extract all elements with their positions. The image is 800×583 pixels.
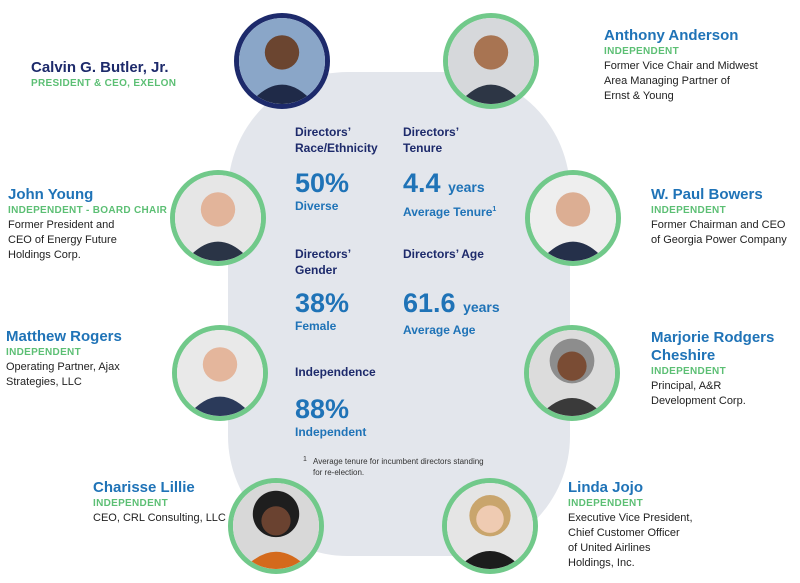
stat-value: 38% <box>295 288 350 318</box>
stat-race-ethnicity: Directors’ Race/Ethnicity 50% Diverse <box>295 124 378 214</box>
stats-panel <box>228 72 570 556</box>
director-matthew-rogers: Matthew Rogers INDEPENDENT Operating Par… <box>6 328 122 390</box>
director-name: Marjorie Rodgers Cheshire <box>651 329 775 364</box>
stat-unit: years <box>448 179 485 195</box>
director-description: Executive Vice President, Chief Customer… <box>568 512 693 569</box>
person-silhouette-icon <box>239 18 325 104</box>
director-role: INDEPENDENT <box>604 46 679 57</box>
person-silhouette-icon <box>529 330 615 416</box>
stat-label: Average Age <box>403 323 476 337</box>
stat-age: Directors’ Age 61.6 years Average Age <box>403 246 500 338</box>
stat-unit: years <box>463 299 500 315</box>
stat-gender: Directors’ Gender 38% Female <box>295 246 351 334</box>
avatar-anthony-anderson <box>443 13 539 109</box>
stat-value: 50% <box>295 168 350 198</box>
director-description: Operating Partner, Ajax Strategies, LLC <box>6 361 120 388</box>
stat-value: 61.6 <box>403 288 456 318</box>
avatar-calvin-butler <box>234 13 330 109</box>
footnote: 1 Average tenure for incumbent directors… <box>303 456 488 478</box>
director-description: Principal, A&R Development Corp. <box>651 380 746 407</box>
director-role: INDEPENDENT <box>568 498 643 509</box>
stat-tenure: Directors’ Tenure 4.4 years Average Tenu… <box>403 124 496 220</box>
director-role: INDEPENDENT <box>651 205 726 216</box>
avatar-john-young <box>170 170 266 266</box>
director-name: Anthony Anderson <box>604 27 739 44</box>
director-charisse-lillie: Charisse Lillie INDEPENDENT CEO, CRL Con… <box>93 479 226 526</box>
avatar-linda-jojo <box>442 478 538 574</box>
avatar-matthew-rogers <box>172 325 268 421</box>
director-name: Linda Jojo <box>568 479 643 496</box>
director-description: Former Chairman and CEO of Georgia Power… <box>651 219 787 246</box>
stat-value: 88% <box>295 394 350 424</box>
director-john-young: John Young INDEPENDENT - BOARD CHAIR For… <box>8 186 167 263</box>
stat-heading: Directors’ Gender <box>295 247 352 277</box>
director-role: INDEPENDENT <box>651 366 726 377</box>
director-name: Charisse Lillie <box>93 479 195 496</box>
stat-value: 4.4 <box>403 168 441 198</box>
director-role: INDEPENDENT <box>6 347 81 358</box>
stat-label: Diverse <box>295 199 339 213</box>
avatar-paul-bowers <box>525 170 621 266</box>
avatar-marjorie-cheshire <box>524 325 620 421</box>
avatar-charisse-lillie <box>228 478 324 574</box>
person-silhouette-icon <box>530 175 616 261</box>
director-calvin-butler: Calvin G. Butler, Jr. PRESIDENT & CEO, E… <box>31 59 176 91</box>
director-name: W. Paul Bowers <box>651 186 763 203</box>
director-role: PRESIDENT & CEO, EXELON <box>31 78 177 89</box>
director-paul-bowers: W. Paul Bowers INDEPENDENT Former Chairm… <box>651 186 787 248</box>
director-name: Matthew Rogers <box>6 328 122 345</box>
stat-label: Female <box>295 319 337 333</box>
director-anthony-anderson: Anthony Anderson INDEPENDENT Former Vice… <box>604 27 758 104</box>
stat-heading: Independence <box>295 365 376 379</box>
stat-independence: Independence 88% Independent <box>295 364 376 440</box>
person-silhouette-icon <box>233 483 319 569</box>
director-name: Calvin G. Butler, Jr. <box>31 59 169 76</box>
stat-heading: Directors’ Age <box>403 247 484 261</box>
footnote-marker: 1 <box>492 206 497 213</box>
director-role: INDEPENDENT <box>93 498 168 509</box>
footnote-text: Average tenure for incumbent directors s… <box>313 457 484 477</box>
director-description: Former President and CEO of Energy Futur… <box>8 219 117 261</box>
person-silhouette-icon <box>177 330 263 416</box>
director-marjorie-cheshire: Marjorie Rodgers Cheshire INDEPENDENT Pr… <box>651 329 774 409</box>
director-description: Former Vice Chair and Midwest Area Manag… <box>604 60 758 102</box>
director-description: CEO, CRL Consulting, LLC <box>93 512 226 524</box>
director-role: INDEPENDENT - BOARD CHAIR <box>8 205 168 216</box>
person-silhouette-icon <box>175 175 261 261</box>
footnote-mark: 1 <box>303 456 307 463</box>
stat-heading: Directors’ Race/Ethnicity <box>295 125 378 155</box>
director-linda-jojo: Linda Jojo INDEPENDENT Executive Vice Pr… <box>568 479 693 571</box>
stat-heading: Directors’ Tenure <box>403 125 460 155</box>
stat-label: Independent <box>295 425 367 439</box>
stat-label: Average Tenure <box>403 205 493 219</box>
person-silhouette-icon <box>448 18 534 104</box>
person-silhouette-icon <box>447 483 533 569</box>
director-name: John Young <box>8 186 94 203</box>
